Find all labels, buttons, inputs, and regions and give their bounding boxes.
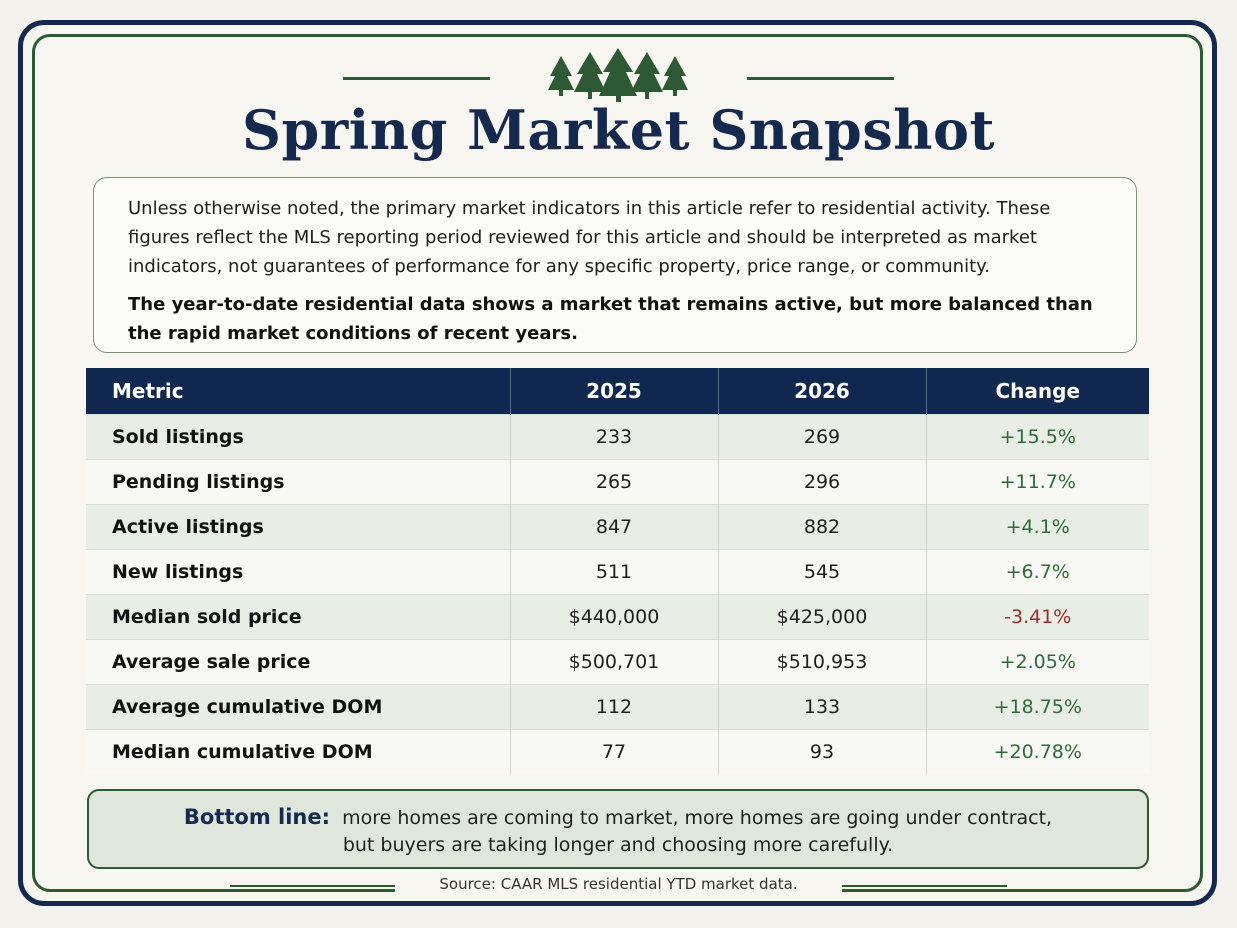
value-2026-cell: 296 [717, 459, 926, 505]
table-row: Active listings 847 882 +4.1% [86, 504, 1149, 550]
value-2025-cell: 112 [509, 684, 718, 730]
value-2026-cell: 133 [717, 684, 926, 730]
metrics-table: Metric 2025 2026 Change Sold listings 23… [86, 368, 1149, 774]
table-row: Sold listings 233 269 +15.5% [86, 414, 1149, 460]
value-2026-cell: 882 [717, 504, 926, 550]
change-cell: +2.05% [925, 639, 1149, 685]
table-row: Median sold price $440,000 $425,000 -3.4… [86, 594, 1149, 640]
metric-cell: Pending listings [86, 459, 510, 505]
change-cell: +18.75% [925, 684, 1149, 730]
header-metric: Metric [86, 368, 510, 415]
metric-cell: Active listings [86, 504, 510, 550]
metric-cell: Average cumulative DOM [86, 684, 510, 730]
title-rule-left [343, 77, 490, 80]
source-rule-left [230, 885, 395, 887]
table-row: Pending listings 265 296 +11.7% [86, 459, 1149, 505]
metric-cell: Median cumulative DOM [86, 729, 510, 774]
page-title: Spring Market Snapshot [242, 98, 995, 162]
metric-cell: Sold listings [86, 414, 510, 460]
value-2025-cell: 511 [509, 549, 718, 595]
change-cell: -3.41% [925, 594, 1149, 640]
table-row: Median cumulative DOM 77 93 +20.78% [86, 729, 1149, 774]
bottom-line-label: Bottom line: [183, 805, 331, 829]
intro-box: Unless otherwise noted, the primary mark… [93, 177, 1137, 353]
header-change: Change [925, 368, 1149, 415]
change-cell: +20.78% [925, 729, 1149, 774]
intro-highlight: The year-to-date residential data shows … [128, 294, 1093, 344]
table-row: New listings 511 545 +6.7% [86, 549, 1149, 595]
source-note: Source: CAAR MLS residential YTD market … [395, 872, 842, 896]
metric-cell: Average sale price [86, 639, 510, 685]
change-cell: +6.7% [925, 549, 1149, 595]
header-2026: 2026 [717, 368, 926, 415]
value-2025-cell: 847 [509, 504, 718, 550]
pine-trees-icon [548, 48, 688, 102]
table-header-row: Metric 2025 2026 Change [86, 368, 1149, 415]
table-row: Average cumulative DOM 112 133 +18.75% [86, 684, 1149, 730]
intro-paragraph: Unless otherwise noted, the primary mark… [128, 198, 1051, 277]
value-2025-cell: 265 [509, 459, 718, 505]
value-2026-cell: $510,953 [717, 639, 926, 685]
change-cell: +15.5% [925, 414, 1149, 460]
change-cell: +11.7% [925, 459, 1149, 505]
value-2026-cell: 93 [717, 729, 926, 774]
bottom-line-text-2: but buyers are taking longer and choosin… [342, 834, 894, 856]
value-2026-cell: 545 [717, 549, 926, 595]
value-2025-cell: $500,701 [509, 639, 718, 685]
metric-cell: New listings [86, 549, 510, 595]
value-2026-cell: 269 [717, 414, 926, 460]
table-row: Average sale price $500,701 $510,953 +2.… [86, 639, 1149, 685]
title-rule-right [747, 77, 894, 80]
value-2025-cell: $440,000 [509, 594, 718, 640]
metric-cell: Median sold price [86, 594, 510, 640]
change-cell: +4.1% [925, 504, 1149, 550]
value-2025-cell: 77 [509, 729, 718, 774]
value-2026-cell: $425,000 [717, 594, 926, 640]
header-2025: 2025 [509, 368, 718, 415]
bottom-line-box: Bottom line: more homes are coming to ma… [87, 789, 1149, 869]
source-rule-right [842, 885, 1007, 887]
value-2025-cell: 233 [509, 414, 718, 460]
bottom-line-text-1: more homes are coming to market, more ho… [342, 807, 1053, 829]
